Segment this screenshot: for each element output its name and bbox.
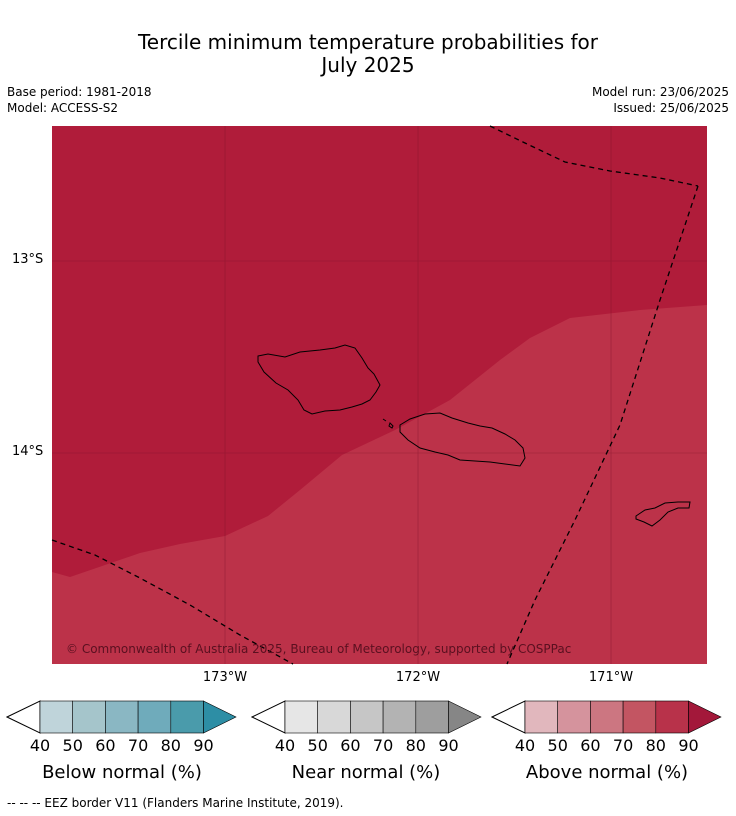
eez-border <box>51 125 699 665</box>
tick-near-50: 50 <box>307 736 328 755</box>
colorbar-label-near: Near normal (%) <box>291 762 441 783</box>
title-line-2: July 2025 <box>321 53 415 77</box>
colorbar-label-below: Below normal (%) <box>42 762 202 783</box>
lat-label-13s: 13°S <box>12 252 44 267</box>
upolu-island <box>399 412 526 467</box>
tick-below-70: 70 <box>127 736 149 755</box>
tick-above-80: 80 <box>645 736 666 755</box>
probability-region-light <box>52 305 707 664</box>
tick-near-60: 60 <box>340 736 361 755</box>
colorbar-below-normal <box>6 700 238 736</box>
colorbar-swatch <box>622 700 657 734</box>
colorbar-swatch <box>317 700 351 734</box>
colorbar-swatch <box>415 700 449 734</box>
tick-near-80: 80 <box>405 736 426 755</box>
lat-label-14s: 14°S <box>12 444 44 459</box>
colorbar-swatch <box>203 700 237 734</box>
tick-above-70: 70 <box>612 736 634 755</box>
tutuila-island <box>635 501 691 527</box>
tick-near-90: 90 <box>438 736 459 755</box>
tick-near-70: 70 <box>372 736 394 755</box>
colorbar-swatch <box>557 700 591 734</box>
colorbar-swatch <box>137 700 172 734</box>
colorbar-swatch <box>382 700 417 734</box>
copyright-notice: © Commonwealth of Australia 2025, Bureau… <box>66 642 571 656</box>
map-title: Tercile minimum temperature probabilitie… <box>0 31 736 77</box>
tick-below-60: 60 <box>95 736 116 755</box>
colorbar-swatch <box>655 700 689 734</box>
metadata-right: Model run: 23/06/2025 Issued: 25/06/2025 <box>592 84 729 116</box>
issued-date: Issued: 25/06/2025 <box>613 101 729 115</box>
title-line-1: Tercile minimum temperature probabilitie… <box>137 30 599 54</box>
model-name: Model: ACCESS-S2 <box>7 101 119 115</box>
colorbar-swatch <box>170 700 204 734</box>
tick-above-40: 40 <box>514 736 536 755</box>
colorbar-swatch <box>39 700 74 734</box>
base-period: Base period: 1981-2018 <box>7 85 152 99</box>
colorbar-swatch <box>105 700 139 734</box>
manono-island <box>382 418 394 429</box>
metadata-left: Base period: 1981-2018 Model: ACCESS-S2 <box>7 84 152 116</box>
map-canvas: © Commonwealth of Australia 2025, Bureau… <box>51 125 707 665</box>
tick-above-60: 60 <box>580 736 601 755</box>
colorbar-swatch <box>448 700 482 734</box>
colorbar-swatch <box>688 700 722 734</box>
islands <box>257 344 691 527</box>
tick-below-80: 80 <box>160 736 181 755</box>
eez-legend-note: -- -- -- EEZ border V11 (Flanders Marine… <box>7 796 344 810</box>
savaii-island <box>257 344 381 415</box>
colorbar-swatch <box>284 700 319 734</box>
graticule <box>52 126 707 664</box>
tick-above-50: 50 <box>547 736 568 755</box>
colorbar-swatch <box>72 700 106 734</box>
colorbar-label-above: Above normal (%) <box>525 762 689 783</box>
colorbar-swatch <box>590 700 624 734</box>
lon-label-172w: 172°W <box>395 670 441 685</box>
colorbar-swatch <box>350 700 384 734</box>
tick-near-40: 40 <box>274 736 296 755</box>
colorbar-above-normal <box>491 700 723 736</box>
tick-below-50: 50 <box>62 736 83 755</box>
tick-below-90: 90 <box>193 736 214 755</box>
model-run: Model run: 23/06/2025 <box>591 85 729 99</box>
tick-below-40: 40 <box>29 736 51 755</box>
colorbar-near-normal <box>251 700 483 736</box>
lon-label-173w: 173°W <box>202 670 248 685</box>
lon-label-171w: 171°W <box>588 670 634 685</box>
tick-above-90: 90 <box>678 736 699 755</box>
colorbar-swatch <box>524 700 559 734</box>
